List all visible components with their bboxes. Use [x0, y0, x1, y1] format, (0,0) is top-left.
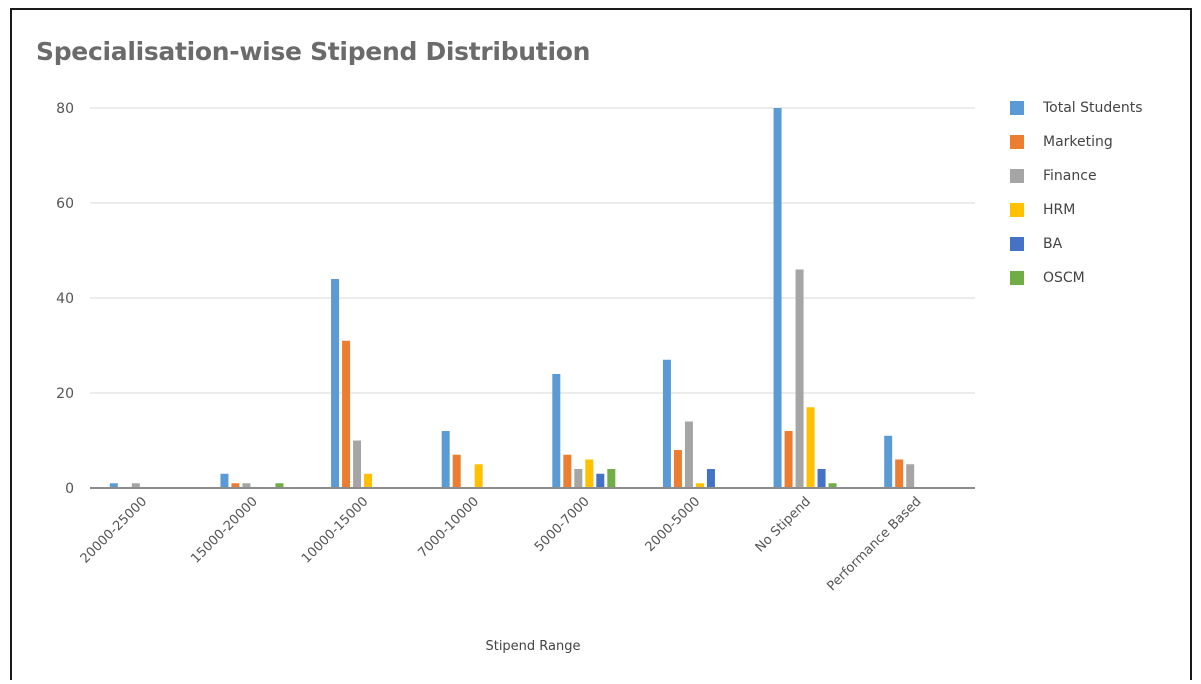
- bar: [906, 464, 915, 488]
- x-tick-label: 2000-5000: [643, 494, 704, 555]
- x-tick-label: 5000-7000: [532, 494, 593, 555]
- bar: [795, 269, 804, 488]
- bar: [353, 440, 362, 488]
- legend-swatch: [1010, 237, 1024, 251]
- legend-item: Total Students: [1010, 96, 1143, 120]
- x-tick-label: Performance Based: [825, 494, 925, 594]
- bar: [364, 473, 373, 488]
- bar: [784, 431, 793, 488]
- legend-label: Finance: [1043, 168, 1097, 184]
- y-tick-label: 80: [56, 101, 74, 117]
- bar: [574, 469, 583, 488]
- x-tick-label: 10000-15000: [299, 494, 371, 566]
- bar: [773, 108, 782, 488]
- bar: [884, 435, 893, 488]
- chart-legend: Total Students Marketing Finance HRM BA OSCM: [1010, 96, 1143, 300]
- legend-swatch: [1010, 203, 1024, 217]
- legend-item: BA: [1010, 232, 1143, 256]
- bar: [607, 469, 616, 488]
- bar: [895, 459, 904, 488]
- y-tick-label: 40: [56, 291, 74, 307]
- y-tick-label: 60: [56, 196, 74, 212]
- x-axis-title: Stipend Range: [485, 639, 580, 654]
- legend-swatch: [1010, 101, 1024, 115]
- x-tick-label: 15000-20000: [188, 494, 260, 566]
- bar: [474, 464, 483, 488]
- bar: [563, 454, 572, 488]
- bar: [220, 473, 229, 488]
- x-tick-label: No Stipend: [753, 494, 814, 555]
- legend-item: HRM: [1010, 198, 1143, 222]
- legend-label: Total Students: [1043, 100, 1143, 116]
- legend-swatch: [1010, 135, 1024, 149]
- bar: [242, 483, 251, 488]
- bar: [585, 459, 594, 488]
- legend-label: HRM: [1043, 202, 1076, 218]
- bar: [552, 374, 561, 488]
- bar: [441, 431, 450, 488]
- bar: [342, 340, 351, 488]
- legend-swatch: [1010, 169, 1024, 183]
- legend-item: OSCM: [1010, 266, 1143, 290]
- bar: [331, 279, 340, 488]
- legend-swatch: [1010, 271, 1024, 285]
- bar: [817, 469, 826, 488]
- chart-frame: [10, 8, 1192, 680]
- y-tick-label: 20: [56, 386, 74, 402]
- x-tick-label: 7000-10000: [415, 494, 482, 561]
- legend-item: Finance: [1010, 164, 1143, 188]
- bar: [706, 469, 715, 488]
- bar: [673, 450, 682, 488]
- bar: [231, 483, 240, 488]
- bar: [131, 483, 140, 488]
- bar: [662, 359, 671, 488]
- legend-label: OSCM: [1043, 270, 1085, 286]
- bar: [684, 421, 693, 488]
- y-tick-label: 0: [65, 481, 74, 497]
- legend-label: BA: [1043, 236, 1063, 252]
- bar: [806, 407, 815, 488]
- bar: [828, 483, 837, 488]
- legend-item: Marketing: [1010, 130, 1143, 154]
- bar: [275, 483, 284, 488]
- chart-title: Specialisation-wise Stipend Distribution: [36, 37, 591, 66]
- x-tick-label: 20000-25000: [78, 494, 150, 566]
- bar: [452, 454, 461, 488]
- bar: [596, 473, 605, 488]
- bar: [695, 483, 704, 488]
- bar: [109, 483, 118, 488]
- legend-label: Marketing: [1043, 134, 1113, 150]
